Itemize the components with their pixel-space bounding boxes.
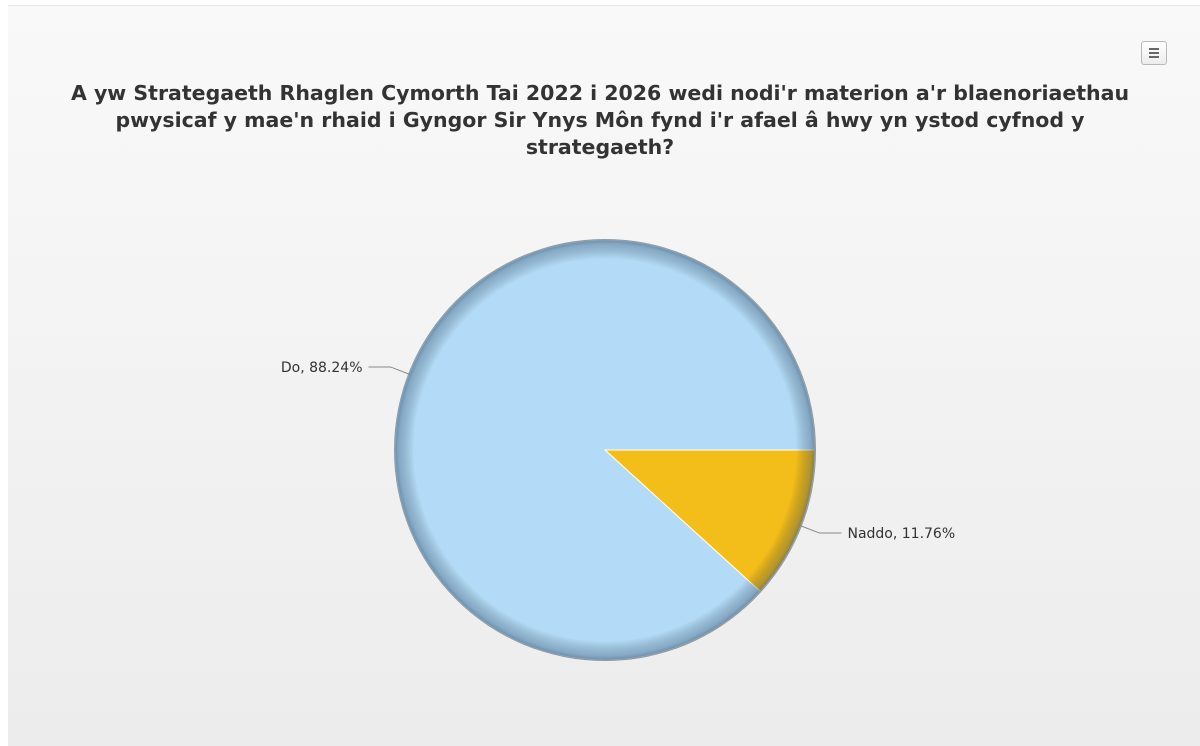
pie-rim-shading [394,239,816,661]
hamburger-menu-icon-bar [1149,56,1159,58]
data-label-do: Do, 88.24% [281,360,363,376]
data-label-connector [368,366,412,376]
hamburger-menu-icon [1149,48,1159,50]
chart-context-menu-button[interactable] [1141,41,1167,65]
data-label-naddo: Naddo, 11.76% [847,526,955,542]
chart-title: A yw Strategaeth Rhaglen Cymorth Tai 202… [70,81,1130,159]
data-label-connector [798,524,842,534]
hamburger-menu-icon-bar [1149,52,1159,54]
